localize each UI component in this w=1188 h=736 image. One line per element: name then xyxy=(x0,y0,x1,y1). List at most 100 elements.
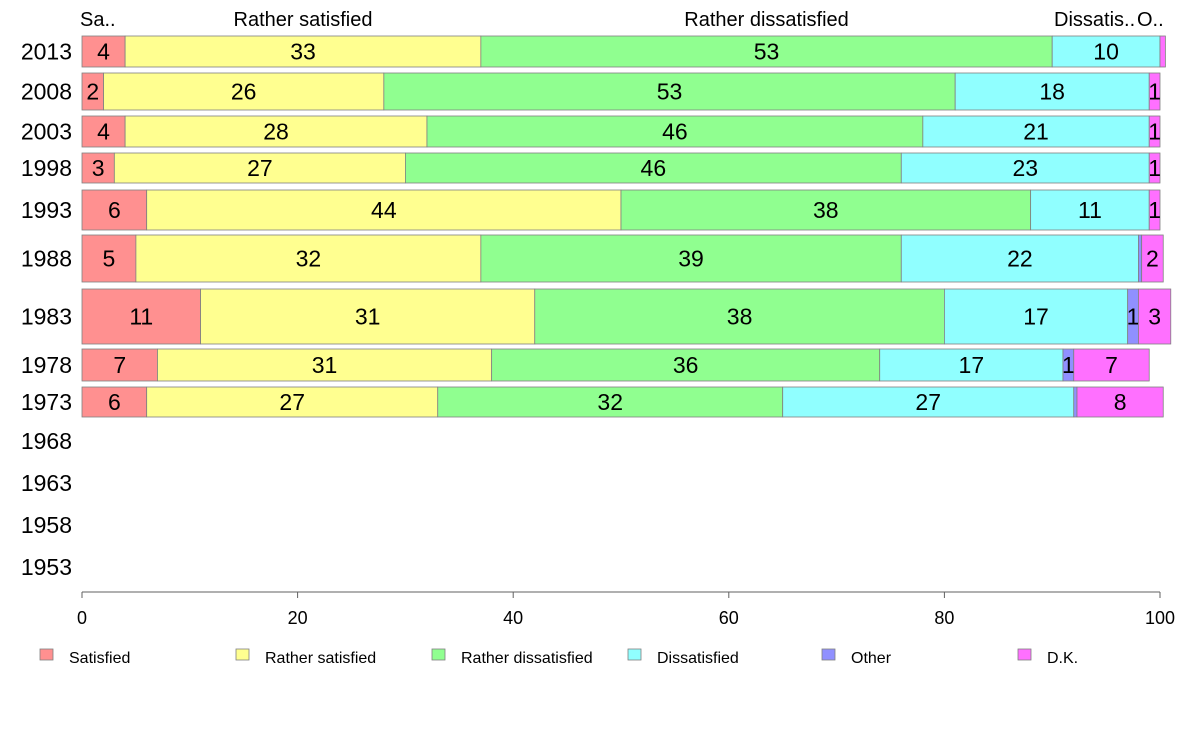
bar-1988-rather-dissatisfied xyxy=(480,234,902,283)
bar-1978-satisfied xyxy=(81,348,158,382)
data-label-2003-0: 4 xyxy=(97,119,110,145)
data-label-2003-3: 21 xyxy=(1023,119,1049,145)
column-header-2: Rather dissatisfied xyxy=(684,9,849,31)
data-label-1978-5: 7 xyxy=(1105,352,1118,378)
data-label-1998-0: 3 xyxy=(92,155,105,181)
data-label-2003-5: 1 xyxy=(1148,119,1161,145)
column-header-1: Rather satisfied xyxy=(234,9,373,31)
x-tick-label-60: 60 xyxy=(719,608,739,628)
bar-1998-d-k- xyxy=(1148,152,1161,184)
bar-2008-d-k- xyxy=(1148,72,1161,111)
data-label-1978-0: 7 xyxy=(113,352,126,378)
y-label-2008: 2008 xyxy=(21,79,72,105)
data-label-2003-1: 28 xyxy=(263,119,289,145)
data-label-1993-5: 1 xyxy=(1148,197,1161,223)
bar-1973-other xyxy=(1073,386,1078,418)
data-label-1993-2: 38 xyxy=(813,197,839,223)
data-label-1998-5: 1 xyxy=(1148,155,1161,181)
y-label-1958: 1958 xyxy=(21,512,72,538)
data-label-1993-0: 6 xyxy=(108,197,121,223)
x-tick-label-40: 40 xyxy=(503,608,523,628)
data-label-2008-1: 26 xyxy=(231,79,257,105)
column-header-0: Sa.. xyxy=(80,9,116,31)
bar-2013-satisfied xyxy=(81,35,126,68)
column-header-4: O.. xyxy=(1137,9,1164,31)
bar-1993-d-k- xyxy=(1148,189,1161,231)
bar-1988-rather-satisfied xyxy=(135,234,482,283)
bar-1988-other xyxy=(1138,234,1143,283)
data-label-2013-2: 53 xyxy=(754,39,780,65)
data-label-1988-0: 5 xyxy=(103,246,116,272)
data-label-1983-1: 31 xyxy=(355,304,381,330)
bars: 4 33 53 102 26 53 18 14 28 46 21 13 27 46 23 16 44 38 11 15… xyxy=(81,35,1172,418)
y-label-1963: 1963 xyxy=(21,470,72,496)
bar-1998-rather-dissatisfied xyxy=(404,152,902,184)
data-label-1983-4: 1 xyxy=(1127,304,1140,330)
bar-2003-d-k- xyxy=(1148,115,1161,148)
data-label-2003-2: 46 xyxy=(662,119,688,145)
bar-2013-d-k- xyxy=(1159,35,1166,68)
data-label-1983-2: 38 xyxy=(727,304,753,330)
bar-2003-rather-dissatisfied xyxy=(426,115,924,148)
data-label-1988-2: 39 xyxy=(678,246,704,272)
data-label-1983-5: 3 xyxy=(1148,304,1161,330)
y-label-1988: 1988 xyxy=(21,246,72,272)
data-label-1978-3: 17 xyxy=(959,352,985,378)
y-label-1978: 1978 xyxy=(21,352,72,378)
bar-1998-dissatisfied xyxy=(900,152,1150,184)
legend-swatch-0 xyxy=(39,648,54,661)
x-tick-label-0: 0 xyxy=(77,608,87,628)
legend-label-4: Other xyxy=(851,650,892,667)
bar-2008-rather-dissatisfied xyxy=(383,72,956,111)
y-label-1983: 1983 xyxy=(21,304,72,330)
data-label-1973-5: 8 xyxy=(1114,389,1127,415)
data-label-1978-1: 31 xyxy=(312,352,338,378)
legend: Satisfied Rather satisfied Rather dissatis… xyxy=(39,648,1078,667)
bar-1983-rather-satisfied xyxy=(200,288,536,345)
legend-label-5: D.K. xyxy=(1047,650,1078,667)
data-label-2013-1: 33 xyxy=(290,39,316,65)
data-label-1973-2: 32 xyxy=(597,389,623,415)
y-label-1953: 1953 xyxy=(21,554,72,580)
data-label-2008-2: 53 xyxy=(657,79,683,105)
data-label-1978-4: 1 xyxy=(1062,352,1075,378)
bar-1978-dissatisfied xyxy=(879,348,1064,382)
bar-2003-satisfied xyxy=(81,115,126,148)
data-label-2013-0: 4 xyxy=(97,39,110,65)
y-label-1973: 1973 xyxy=(21,389,72,415)
data-label-1973-1: 27 xyxy=(279,389,305,415)
data-label-1973-0: 6 xyxy=(108,389,121,415)
data-label-2008-3: 18 xyxy=(1039,79,1065,105)
x-axis: 0 20 40 60 80 100 xyxy=(77,591,1175,628)
x-tick-label-20: 20 xyxy=(288,608,308,628)
column-header-3: Dissatis.. xyxy=(1054,9,1135,31)
data-label-1998-1: 27 xyxy=(247,155,273,181)
bar-1973-rather-dissatisfied xyxy=(437,386,784,418)
data-label-1993-1: 44 xyxy=(371,197,397,223)
data-label-1973-3: 27 xyxy=(915,389,941,415)
bar-2003-rather-satisfied xyxy=(124,115,428,148)
data-label-2008-5: 1 xyxy=(1148,79,1161,105)
bar-2008-dissatisfied xyxy=(954,72,1150,111)
bar-2013-rather-satisfied xyxy=(124,35,482,68)
column-headers: Sa.. Rather satisfied Rather dissatisfied D… xyxy=(80,9,1164,31)
y-label-2003: 2003 xyxy=(21,119,72,145)
x-tick-label-100: 100 xyxy=(1145,608,1175,628)
legend-swatch-3 xyxy=(627,648,642,661)
data-label-1988-1: 32 xyxy=(296,246,322,272)
bar-1973-rather-satisfied xyxy=(146,386,439,418)
legend-swatch-2 xyxy=(431,648,446,661)
y-label-1993: 1993 xyxy=(21,197,72,223)
data-label-1998-2: 46 xyxy=(641,155,667,181)
y-axis-labels: 2013 2008 2003 1998 1993 1988 1983 1978 1973 1968… xyxy=(21,39,72,581)
bar-1993-rather-dissatisfied xyxy=(620,189,1032,231)
data-label-1983-3: 17 xyxy=(1023,304,1049,330)
legend-swatch-4 xyxy=(821,648,836,661)
x-tick-label-80: 80 xyxy=(934,608,954,628)
y-label-2013: 2013 xyxy=(21,39,72,65)
legend-swatch-1 xyxy=(235,648,250,661)
bar-2013-rather-dissatisfied xyxy=(480,35,1053,68)
data-label-1988-5: 2 xyxy=(1146,246,1159,272)
bar-1978-d-k- xyxy=(1073,348,1150,382)
legend-label-2: Rather dissatisfied xyxy=(461,650,593,667)
